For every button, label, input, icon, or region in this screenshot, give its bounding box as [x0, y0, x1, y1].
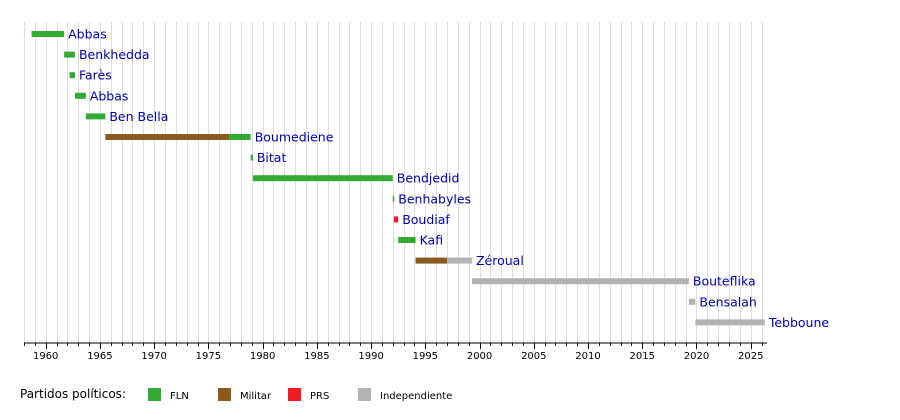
- x-tick-label: 1965: [87, 351, 112, 362]
- legend-label: Militar: [240, 391, 272, 402]
- tenure-bar: [447, 257, 472, 264]
- president-label: Bitat: [257, 150, 287, 165]
- president-label: Zéroual: [476, 253, 524, 268]
- president-label: Boudiaf: [402, 212, 450, 227]
- tenure-bar: [393, 216, 399, 223]
- tenure-bar: [31, 31, 65, 37]
- x-tick-label: 2000: [467, 351, 492, 362]
- president-label: Bensalah: [699, 294, 756, 309]
- x-tick-label: 1985: [304, 351, 329, 362]
- legend-label: PRS: [310, 391, 329, 402]
- president-label: Farès: [79, 68, 112, 83]
- legend-title: Partidos políticos:: [20, 387, 126, 401]
- party-legend: Partidos políticos: FLN Militar PRS Indepen…: [20, 387, 452, 402]
- president-label: Bendjedid: [397, 171, 460, 186]
- legend-swatch: [148, 388, 161, 401]
- tenure-bar: [415, 257, 448, 264]
- president-label: Abbas: [68, 27, 107, 42]
- x-tick-label: 1990: [358, 351, 383, 362]
- tenure-bar: [64, 51, 75, 58]
- x-tick-label: 1975: [196, 351, 221, 362]
- president-label: Bouteflika: [693, 274, 756, 289]
- president-label: Kafi: [420, 233, 444, 248]
- x-tick-label: 2005: [521, 351, 546, 362]
- x-tick-label: 2025: [738, 351, 763, 362]
- x-tick-label: 2020: [684, 351, 709, 362]
- tenure-bar: [471, 278, 689, 285]
- legend-swatch: [288, 388, 301, 401]
- x-tick-label: 1995: [413, 351, 438, 362]
- legend-label: FLN: [170, 391, 189, 402]
- tenure-bar: [688, 298, 696, 305]
- president-label: Tebboune: [768, 315, 830, 330]
- president-label: Ben Bella: [109, 109, 168, 124]
- tenure-bar: [252, 175, 393, 182]
- x-axis-ticks: 1960 1965 1970 1975 1980 1985 1990 1995 2000 2005…: [24, 343, 763, 362]
- tenure-bar: [74, 92, 86, 99]
- tenure-bar: [695, 319, 765, 326]
- tenure-bar: [69, 72, 75, 79]
- legend-swatch: [358, 388, 371, 401]
- president-label: Boumediene: [255, 130, 334, 145]
- tenure-bar: [85, 113, 106, 120]
- president-label: Abbas: [90, 88, 129, 103]
- x-tick-label: 2010: [575, 351, 600, 362]
- x-tick-label: 1960: [33, 351, 58, 362]
- tenure-bar: [398, 237, 416, 243]
- legend-swatch: [218, 388, 231, 401]
- grid-lines: [24, 22, 763, 343]
- tenure-bar: [392, 195, 395, 202]
- legend-label: Independiente: [380, 391, 452, 402]
- president-labels: Abbas Benkhedda Farès Abbas Ben Bella Boumedi…: [68, 27, 829, 330]
- president-label: Benhabyles: [398, 191, 471, 206]
- president-label: Benkhedda: [79, 47, 150, 62]
- tenure-bars: [31, 31, 765, 326]
- tenure-bar: [250, 154, 253, 161]
- x-tick-label: 2015: [630, 351, 655, 362]
- x-tick-label: 1980: [250, 351, 275, 362]
- x-tick-label: 1970: [141, 351, 166, 362]
- tenure-bar: [105, 134, 230, 140]
- tenure-bar: [229, 134, 251, 140]
